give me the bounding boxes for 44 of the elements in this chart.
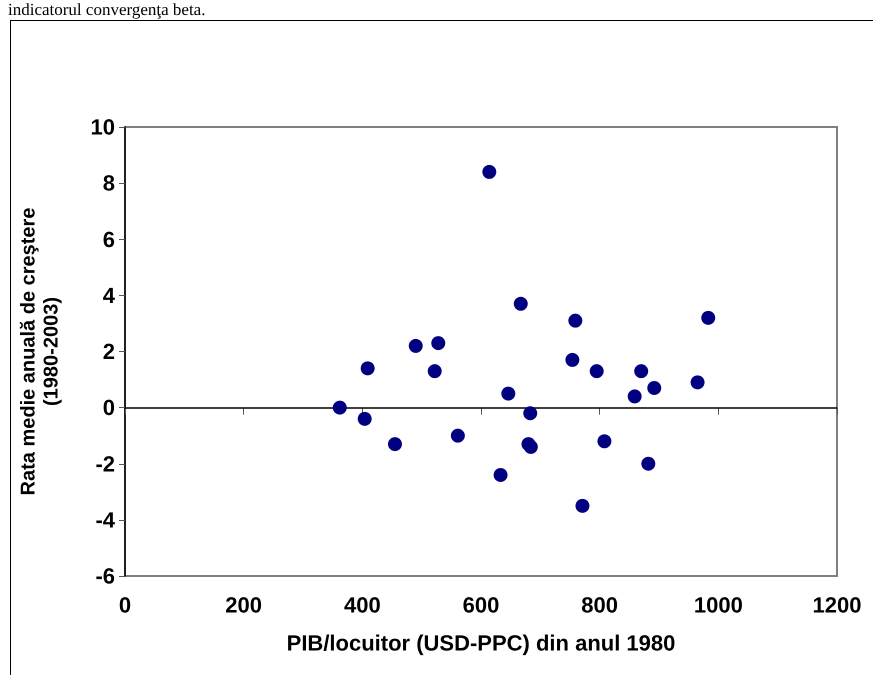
- y-tick-label: -4: [95, 507, 116, 532]
- y-tick-label: 2: [102, 339, 115, 364]
- point: [514, 296, 528, 311]
- point: [388, 437, 402, 452]
- point: [628, 389, 642, 404]
- point: [701, 310, 716, 325]
- point: [590, 364, 604, 378]
- point: [428, 364, 442, 378]
- y-tick-label: 4: [102, 282, 116, 308]
- point: [358, 412, 372, 426]
- point: [523, 406, 538, 420]
- point: [634, 364, 648, 378]
- point: [565, 352, 580, 367]
- x-axis-title: PIB/locuitor (USD-PPC) din anul 1980: [286, 630, 676, 656]
- x-tick-label: 600: [462, 592, 500, 618]
- point: [450, 428, 465, 443]
- point: [568, 314, 582, 328]
- point: [431, 336, 446, 350]
- point: [494, 468, 508, 482]
- x-tick-label: 0: [118, 592, 132, 618]
- point: [501, 386, 516, 401]
- point: [690, 375, 705, 390]
- y-tick-label: 8: [102, 170, 115, 196]
- x-tick-label: 1200: [812, 592, 862, 618]
- point: [597, 434, 612, 448]
- x-tick-label: 800: [581, 592, 618, 618]
- x-tick-label: 1000: [694, 592, 743, 618]
- x-tick-label: 200: [225, 592, 262, 618]
- text: indicatorul convergenţa beta.: [8, 0, 206, 20]
- point: [360, 361, 375, 376]
- point: [332, 400, 347, 415]
- y-axis-title: Rata medie anuală de creştere (1980-2003): [18, 208, 62, 496]
- point: [408, 338, 423, 353]
- point: [575, 498, 590, 513]
- point: [524, 440, 538, 454]
- point: [647, 380, 662, 395]
- point: [641, 456, 656, 471]
- point: [482, 164, 496, 179]
- x-tick-label: 400: [344, 592, 381, 618]
- y-tick-label: 6: [102, 226, 115, 252]
- y-tick-label: 10: [90, 114, 115, 140]
- y-tick-label: -6: [95, 564, 115, 588]
- y-tick-label: 0: [102, 395, 115, 420]
- y-tick-label: -2: [95, 451, 115, 476]
